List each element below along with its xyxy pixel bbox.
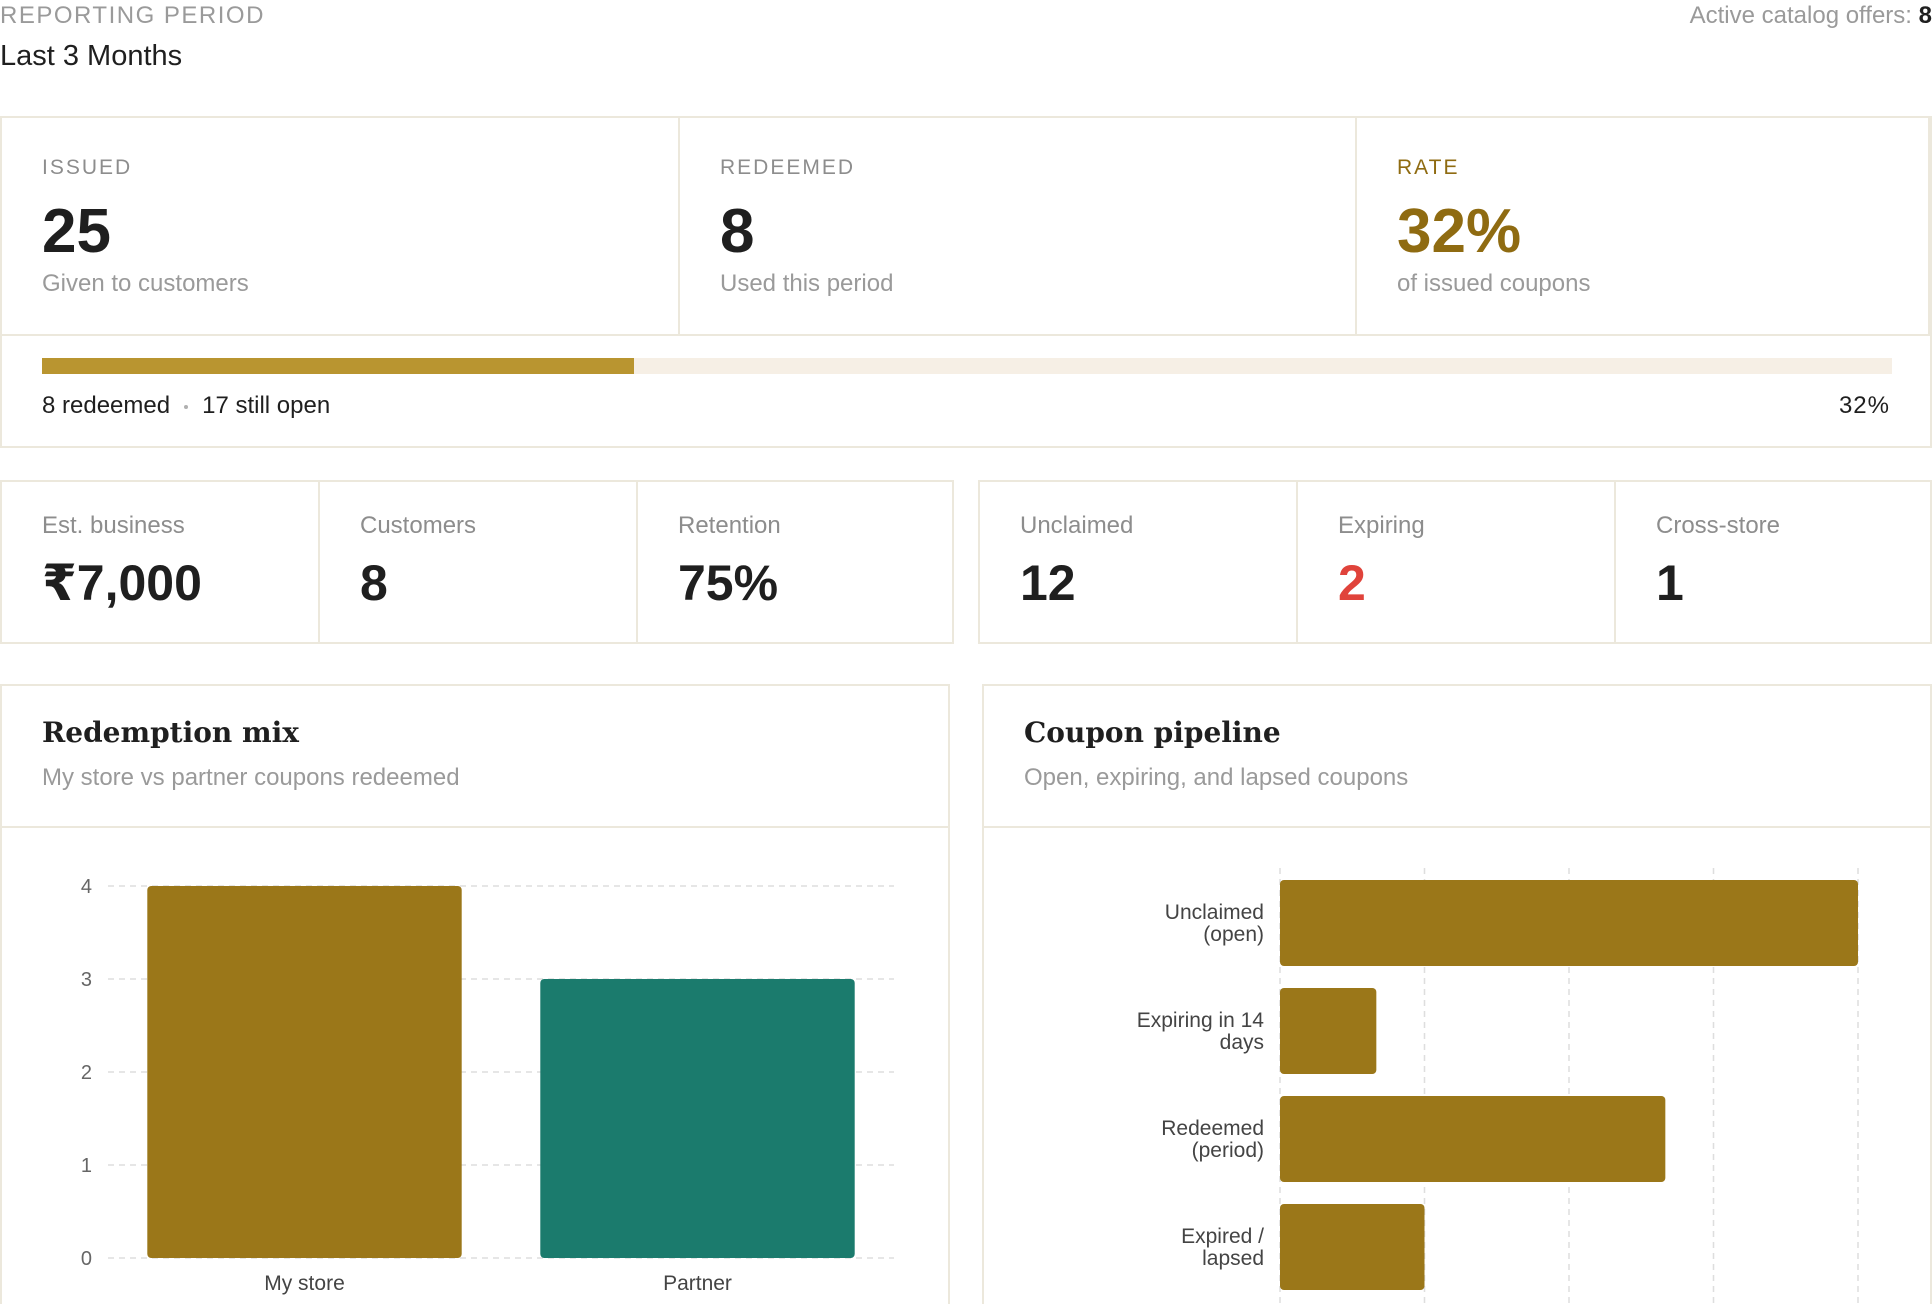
separator-dot-icon [184,404,189,409]
y-category-label: (open) [1203,923,1264,946]
y-tick-label: 0 [81,1248,92,1270]
metric-label: Retention [678,512,781,539]
metric-label: Unclaimed [1020,512,1134,539]
active-offers: Active catalog offers: 8 [1690,2,1932,30]
active-offers-label: Active catalog offers: [1689,2,1912,29]
metric-unclaimed: Unclaimed 12 [980,482,1298,642]
reporting-period-value[interactable]: Last 3 Months [0,40,183,72]
rate-stat: RATE 32% of issued coupons [1357,118,1930,334]
y-category-label: lapsed [1202,1247,1264,1270]
redemption-progress-track [42,358,1892,374]
y-category-label: Redeemed [1161,1117,1264,1140]
metric-expiring: Expiring 2 [1298,482,1616,642]
issued-caption: Given to customers [42,270,249,297]
redemption-mix-chart: 0 1 2 3 4 My store Partner [81,876,894,1295]
progress-legend: 8 redeemed 17 still open [42,392,330,420]
y-category-label: Expired / [1181,1225,1264,1248]
business-metrics-card: Est. business ₹7,000 Customers 8 Retenti… [0,480,954,644]
chart-title: Coupon pipeline [1024,716,1281,749]
metric-cross-store: Cross-store 1 [1616,482,1930,642]
y-category-label: Expiring in 14 [1137,1009,1265,1032]
progress-percent: 32% [1838,392,1890,419]
active-offers-count: 8 [1918,2,1932,29]
metric-label: Est. business [42,512,185,539]
metric-value: 1 [1656,555,1684,611]
issued-stat: ISSUED 25 Given to customers [2,118,680,334]
chart-subtitle: Open, expiring, and lapsed coupons [1024,764,1409,791]
chart-title: Redemption mix [42,716,299,749]
y-category-label: (period) [1192,1139,1264,1162]
report-header: REPORTING PERIOD Last 3 Months Active ca… [0,0,1932,90]
y-category-label: days [1220,1031,1264,1054]
metric-customers: Customers 8 [320,482,638,642]
bar [147,886,462,1258]
metric-value: 75% [678,555,779,611]
redemption-progress-fill [42,358,634,374]
bar [540,979,855,1258]
metric-est-business: Est. business ₹7,000 [2,482,320,642]
metric-value: ₹7,000 [42,555,202,611]
redeemed-caption: Used this period [720,270,894,297]
x-tick-label: My store [264,1272,345,1295]
bar [1280,1204,1425,1290]
metric-label: Cross-store [1656,512,1781,539]
metric-retention: Retention 75% [638,482,952,642]
metric-label: Expiring [1338,512,1425,539]
coupon-summary-card: ISSUED 25 Given to customers REDEEMED 8 … [0,116,1932,448]
chart-divider [984,826,1930,828]
rate-label: RATE [1397,156,1460,179]
y-category-label: Unclaimed [1165,901,1264,924]
metric-label: Customers [360,512,477,539]
reporting-period-label: REPORTING PERIOD [0,2,265,29]
rate-caption: of issued coupons [1397,270,1591,297]
bar [1280,988,1377,1074]
coupon-metrics-card: Unclaimed 12 Expiring 2 Cross-store 1 [978,480,1932,644]
x-tick-label: Partner [663,1272,732,1295]
y-tick-label: 1 [81,1155,92,1177]
redeemed-stat: REDEEMED 8 Used this period [680,118,1357,334]
redemption-mix-card: Redemption mix My store vs partner coupo… [0,684,950,1304]
chart-subtitle: My store vs partner coupons redeemed [42,764,460,791]
issued-value: 25 [42,197,111,266]
bar [1280,1096,1666,1182]
open-count-text: 17 still open [202,392,331,419]
metric-value: 12 [1020,555,1076,611]
issued-label: ISSUED [42,156,133,179]
redeemed-value: 8 [720,197,755,266]
y-tick-label: 4 [81,876,92,898]
y-tick-label: 3 [81,969,92,991]
redeemed-label: REDEEMED [720,156,856,179]
chart-divider [2,826,948,828]
bar [1280,880,1858,966]
redeemed-count-text: 8 redeemed [42,392,171,419]
metric-value: 8 [360,555,388,611]
summary-divider [2,334,1930,336]
rate-value: 32% [1397,197,1522,266]
y-tick-label: 2 [81,1062,92,1084]
metric-value: 2 [1338,555,1366,611]
coupon-pipeline-card: Coupon pipeline Open, expiring, and laps… [982,684,1932,1304]
